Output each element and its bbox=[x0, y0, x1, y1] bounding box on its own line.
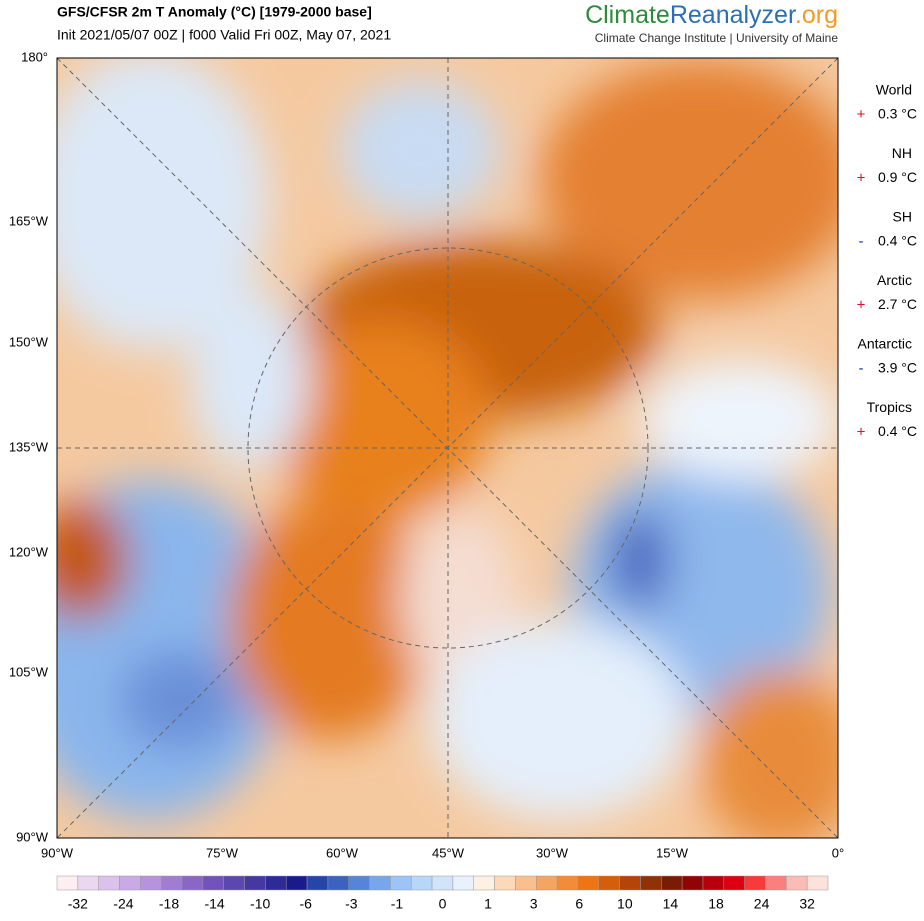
title: GFS/CFSR 2m T Anomaly (°C) [1979-2000 ba… bbox=[57, 4, 372, 20]
colorbar-swatch bbox=[681, 875, 704, 891]
stat-sign: + bbox=[857, 296, 866, 313]
colorbar-label: -14 bbox=[204, 896, 224, 912]
stat-name: SH bbox=[893, 209, 912, 225]
colorbar-label: -24 bbox=[113, 896, 133, 912]
colorbar-label: 24 bbox=[754, 896, 770, 912]
grid-circle bbox=[247, 247, 649, 649]
stat-name: World bbox=[876, 82, 912, 98]
institution: Climate Change Institute | University of… bbox=[595, 31, 839, 45]
colorbar-swatch bbox=[431, 875, 454, 891]
lat-label: 90°W bbox=[16, 829, 49, 844]
colorbar-swatch bbox=[452, 875, 475, 891]
colorbar-swatch bbox=[786, 875, 808, 891]
colorbar-swatch bbox=[98, 875, 120, 891]
colorbar-swatch bbox=[619, 875, 641, 891]
grid-line bbox=[57, 58, 838, 838]
colorbar-swatch bbox=[598, 875, 620, 891]
colorbar-swatch bbox=[119, 875, 141, 891]
colorbar-swatch bbox=[285, 875, 308, 891]
lat-label: 120°W bbox=[9, 544, 49, 559]
stat-value: 0.9 °C bbox=[878, 169, 917, 185]
stat-sign: - bbox=[859, 233, 864, 250]
colorbar-label: -6 bbox=[300, 896, 313, 912]
stat-name: Tropics bbox=[867, 399, 912, 415]
stat-value: 2.7 °C bbox=[878, 296, 917, 312]
logo-part: Climate bbox=[585, 1, 670, 29]
lon-label: 30°W bbox=[536, 845, 569, 860]
stat-value: 3.9 °C bbox=[878, 360, 917, 376]
colorbar-swatch bbox=[806, 875, 829, 891]
stat-sign: + bbox=[857, 423, 866, 440]
lon-label: 90°W bbox=[41, 845, 74, 860]
stat-sign: - bbox=[859, 360, 864, 377]
stat-value: 0.4 °C bbox=[878, 233, 917, 249]
colorbar-swatch bbox=[661, 875, 683, 891]
colorbar-swatch bbox=[536, 875, 558, 891]
stat-value: 0.3 °C bbox=[878, 106, 917, 122]
stat-sign: + bbox=[857, 169, 866, 186]
colorbar-label: -3 bbox=[345, 896, 358, 912]
colorbar-swatch bbox=[306, 875, 329, 891]
lon-label: 15°W bbox=[656, 845, 689, 860]
lat-label: 180° bbox=[21, 49, 48, 64]
stat-name: Arctic bbox=[877, 272, 912, 288]
colorbar-swatch bbox=[140, 875, 162, 891]
colorbar-label: -18 bbox=[159, 896, 179, 912]
logo: ClimateReanalyzer.org bbox=[585, 1, 838, 29]
colorbar-label: -1 bbox=[391, 896, 404, 912]
map bbox=[57, 58, 838, 838]
colorbar-label: 3 bbox=[530, 896, 538, 912]
logo-part: Reanalyzer bbox=[670, 1, 796, 29]
colorbar-swatch bbox=[223, 875, 245, 891]
subtitle: Init 2021/05/07 00Z | f000 Valid Fri 00Z… bbox=[57, 27, 391, 43]
stat-name: Antarctic bbox=[858, 336, 912, 352]
colorbar-label: 10 bbox=[617, 896, 633, 912]
colorbar-swatch bbox=[56, 875, 79, 891]
colorbar-label: 6 bbox=[575, 896, 583, 912]
colorbar-label: 0 bbox=[439, 896, 447, 912]
lon-label: 75°W bbox=[206, 845, 239, 860]
colorbar-swatch bbox=[410, 875, 433, 891]
colorbar-label: 32 bbox=[799, 896, 815, 912]
colorbar-swatch bbox=[744, 875, 766, 891]
lon-label: 0° bbox=[832, 845, 844, 860]
stat-value: 0.4 °C bbox=[878, 423, 917, 439]
lon-label: 60°W bbox=[326, 845, 359, 860]
colorbar-swatch bbox=[77, 875, 99, 891]
logo-part: .org bbox=[795, 1, 838, 29]
colorbar-swatch bbox=[473, 875, 495, 891]
colorbar-swatch bbox=[181, 875, 204, 891]
colorbar-label: 1 bbox=[484, 896, 492, 912]
colorbar-swatch bbox=[723, 875, 745, 891]
colorbar-label: -10 bbox=[250, 896, 270, 912]
lat-label: 135°W bbox=[9, 439, 49, 454]
colorbar-label: -32 bbox=[68, 896, 88, 912]
colorbar-swatch bbox=[556, 875, 579, 891]
map-frame bbox=[56, 57, 839, 839]
colorbar-swatch bbox=[244, 875, 266, 891]
colorbar-swatch bbox=[577, 875, 600, 891]
colorbar-swatch bbox=[348, 875, 370, 891]
stat-name: NH bbox=[892, 145, 912, 161]
lon-label: 45°W bbox=[432, 845, 465, 860]
lat-label: 105°W bbox=[9, 664, 49, 679]
colorbar-swatch bbox=[640, 875, 662, 891]
colorbar-swatch bbox=[327, 875, 349, 891]
colorbar-swatch bbox=[202, 875, 224, 891]
colorbar-swatch bbox=[765, 875, 787, 891]
colorbar-swatch bbox=[390, 875, 412, 891]
colorbar-swatch bbox=[160, 875, 183, 891]
colorbar-label: 18 bbox=[708, 896, 724, 912]
colorbar-swatch bbox=[494, 875, 516, 891]
colorbar-swatch bbox=[369, 875, 391, 891]
colorbar-label: 14 bbox=[663, 896, 679, 912]
colorbar-swatch bbox=[265, 875, 287, 891]
colorbar-swatch bbox=[515, 875, 537, 891]
lat-label: 165°W bbox=[9, 213, 49, 228]
lat-label: 150°W bbox=[9, 334, 49, 349]
stat-sign: + bbox=[857, 106, 866, 123]
colorbar-swatch bbox=[702, 875, 725, 891]
